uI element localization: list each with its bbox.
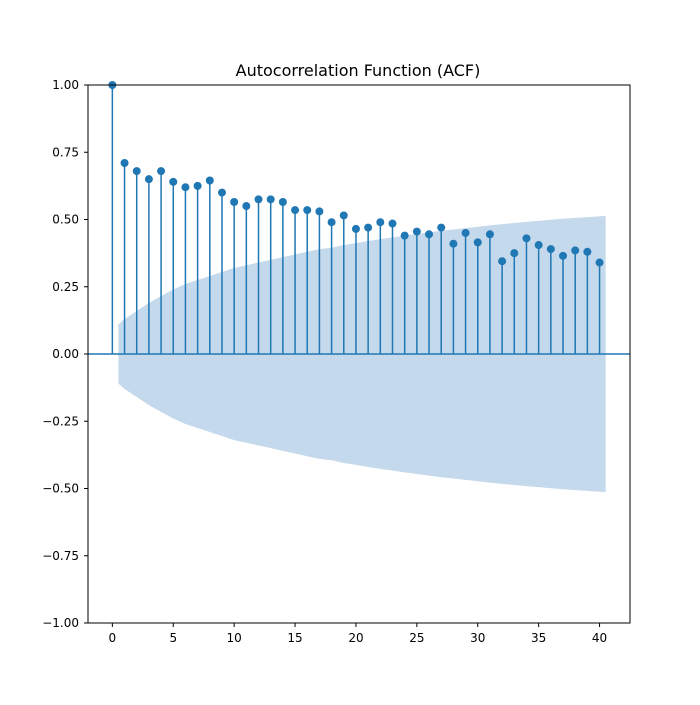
- acf-marker: [449, 239, 458, 248]
- y-tick-label: −0.25: [42, 414, 79, 428]
- acf-marker: [583, 247, 592, 256]
- acf-marker: [303, 206, 312, 215]
- y-tick-label: 0.00: [52, 347, 79, 361]
- acf-marker: [230, 198, 239, 207]
- acf-marker: [498, 257, 507, 266]
- acf-marker: [485, 230, 494, 239]
- y-tick-label: −0.75: [42, 549, 79, 563]
- acf-marker: [559, 251, 568, 260]
- stem-layer: [108, 81, 604, 354]
- acf-marker: [278, 198, 287, 207]
- acf-marker: [388, 219, 397, 228]
- acf-marker: [461, 228, 470, 237]
- acf-marker: [437, 223, 446, 232]
- x-tick-label: 30: [470, 631, 485, 645]
- x-tick-label: 35: [531, 631, 546, 645]
- acf-marker: [595, 258, 604, 267]
- chart-title: Autocorrelation Function (ACF): [236, 61, 481, 80]
- acf-marker: [510, 249, 519, 258]
- acf-marker: [144, 175, 153, 184]
- y-tick-label: 0.50: [52, 213, 79, 227]
- acf-marker: [412, 227, 421, 236]
- acf-marker: [254, 195, 263, 204]
- axes-layer: 0 5 10 15 20 25 30 35 40 −1.00 −0.75 −0.50 −0.25 0.00…: [42, 78, 631, 645]
- y-tick-label: −1.00: [42, 616, 79, 630]
- y-tick-label: 0.25: [52, 280, 79, 294]
- acf-marker: [266, 195, 275, 204]
- y-tick-label: −0.50: [42, 482, 79, 496]
- acf-marker: [473, 238, 482, 247]
- acf-marker: [157, 167, 166, 176]
- acf-marker: [546, 245, 555, 254]
- acf-marker: [425, 230, 434, 239]
- x-tick-label: 20: [348, 631, 363, 645]
- y-tick-label: 1.00: [52, 78, 79, 92]
- x-tick-label: 10: [227, 631, 242, 645]
- acf-marker: [534, 241, 543, 250]
- acf-marker: [181, 183, 190, 192]
- acf-marker: [193, 181, 202, 190]
- acf-marker: [132, 167, 141, 176]
- acf-marker: [522, 234, 531, 243]
- acf-marker: [217, 188, 226, 197]
- acf-marker: [571, 246, 580, 255]
- x-tick-label: 15: [287, 631, 302, 645]
- acf-marker: [291, 206, 300, 215]
- acf-marker: [169, 177, 178, 186]
- acf-marker: [339, 211, 348, 220]
- acf-marker: [351, 224, 360, 233]
- x-tick-label: 25: [409, 631, 424, 645]
- acf-marker: [400, 231, 409, 240]
- acf-marker: [205, 176, 214, 185]
- acf-marker: [315, 207, 324, 216]
- acf-marker: [242, 202, 251, 211]
- acf-marker: [364, 223, 373, 232]
- x-tick-label: 0: [109, 631, 117, 645]
- acf-marker: [120, 159, 129, 168]
- y-tick-label: 0.75: [52, 145, 79, 159]
- acf-marker: [376, 218, 385, 227]
- x-tick-label: 40: [592, 631, 607, 645]
- acf-marker: [327, 218, 336, 227]
- x-tick-label: 5: [169, 631, 177, 645]
